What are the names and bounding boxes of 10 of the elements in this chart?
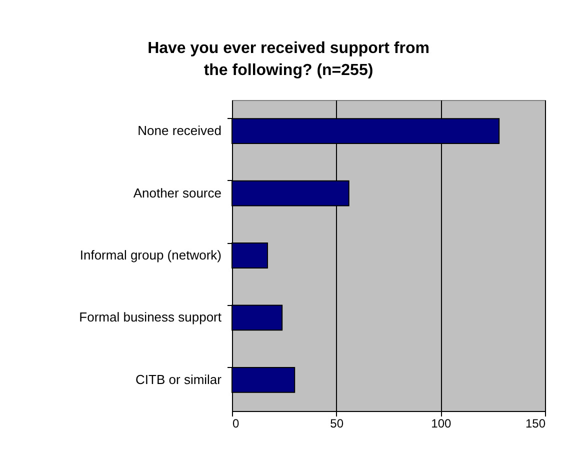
x-tick-label: 0	[232, 416, 240, 430]
x-tick-label: 100	[431, 416, 452, 430]
y-tick-label: None received	[138, 123, 222, 138]
x-tick-label: 50	[330, 416, 344, 430]
y-tick-label: CITB or similar	[136, 372, 222, 387]
y-tick-label: Another source	[133, 185, 222, 200]
x-tick-label: 150	[525, 416, 546, 430]
chart-title: Have you ever received support from the following? (n=255)	[148, 40, 430, 79]
y-tick-label: Formal business support	[79, 310, 222, 325]
y-tick-label: Informal group (network)	[80, 248, 222, 262]
